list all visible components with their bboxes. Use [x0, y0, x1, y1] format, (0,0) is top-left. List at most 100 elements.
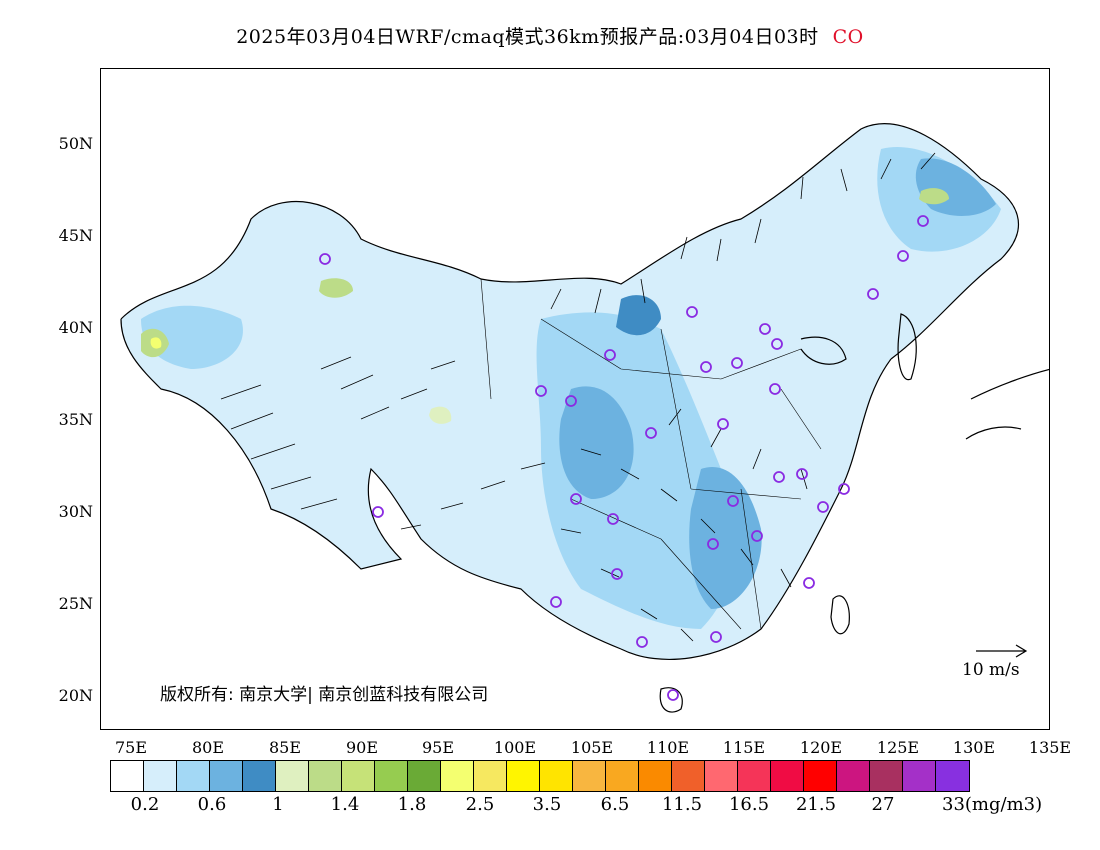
china-border — [120, 123, 1019, 360]
city-marker — [817, 501, 829, 513]
map-title: 2025年03月04日WRF/cmaq模式36km预报产品:03月04日03时 C… — [0, 22, 1100, 49]
province-lines — [480, 278, 822, 630]
city-marker — [769, 383, 781, 395]
city-marker — [604, 349, 616, 361]
map-frame — [100, 68, 1050, 730]
field-green-4 — [919, 188, 949, 205]
city-marker — [796, 468, 808, 480]
legend-swatch — [738, 761, 771, 791]
city-marker — [607, 513, 619, 525]
legend-swatch — [771, 761, 804, 791]
lat-label: 40N — [58, 318, 93, 337]
legend-label: 1.8 — [397, 794, 427, 815]
copyright-credit: 版权所有: 南京大学| 南京创蓝科技有限公司 — [160, 685, 489, 705]
title-text: 2025年03月04日WRF/cmaq模式36km预报产品:03月04日03时 — [236, 26, 819, 48]
field-yellow-1 — [150, 337, 162, 349]
legend-label: 2.5 — [465, 794, 495, 815]
legend-swatch — [573, 761, 606, 791]
city-marker — [686, 306, 698, 318]
field-dark-north — [616, 295, 661, 336]
legend-label: 1 — [272, 794, 284, 815]
lon-label: 115E — [722, 738, 766, 757]
city-marker — [372, 506, 384, 518]
legend-swatch — [177, 761, 210, 791]
city-marker — [897, 250, 909, 262]
legend-label: 1.4 — [330, 794, 360, 815]
legend-label: 21.5 — [795, 794, 837, 815]
city-marker — [731, 357, 743, 369]
city-marker — [700, 361, 712, 373]
legend-label: 6.5 — [600, 794, 630, 815]
legend-label: 11.5 — [661, 794, 703, 815]
legend-swatch — [804, 761, 837, 791]
legend-swatch — [903, 761, 936, 791]
legend-swatch — [540, 761, 573, 791]
legend-swatch — [243, 761, 276, 791]
lon-label: 75E — [114, 738, 148, 757]
lon-label: 105E — [570, 738, 614, 757]
lon-label: 110E — [646, 738, 690, 757]
field-mid-west — [141, 305, 243, 369]
city-marker — [636, 636, 648, 648]
bohai-coast — [800, 336, 847, 365]
lat-label: 25N — [58, 594, 93, 613]
east-coast — [620, 358, 892, 660]
legend-swatch — [639, 761, 672, 791]
legend-swatch — [474, 761, 507, 791]
city-marker — [727, 495, 739, 507]
city-marker — [717, 418, 729, 430]
legend-label: 33(mg/m3) — [942, 794, 1043, 815]
city-marker — [803, 577, 815, 589]
legend-swatch — [342, 761, 375, 791]
lat-label: 35N — [58, 410, 93, 429]
legend-swatch — [441, 761, 474, 791]
japan — [965, 368, 1049, 440]
lon-label: 135E — [1028, 738, 1072, 757]
field-green-2 — [319, 278, 353, 298]
city-marker — [867, 288, 879, 300]
lat-label: 45N — [58, 226, 93, 245]
color-legend — [110, 760, 970, 792]
lon-label: 90E — [345, 738, 379, 757]
wind-reference-label: 10 m/s — [962, 660, 1020, 680]
legend-swatch — [837, 761, 870, 791]
city-marker — [667, 689, 679, 701]
city-marker — [645, 427, 657, 439]
city-marker — [535, 385, 547, 397]
city-marker — [917, 215, 929, 227]
field-dark-south — [689, 467, 762, 609]
legend-swatch — [309, 761, 342, 791]
city-marker — [319, 253, 331, 265]
legend-swatch — [408, 761, 441, 791]
legend-swatch — [276, 761, 309, 791]
city-marker — [611, 568, 623, 580]
city-marker — [759, 323, 771, 335]
city-marker — [710, 631, 722, 643]
field-green-3 — [429, 406, 452, 424]
legend-label: 16.5 — [728, 794, 770, 815]
concentration-field — [121, 123, 1019, 660]
legend-swatch — [210, 761, 243, 791]
legend-swatch — [705, 761, 738, 791]
city-marker — [838, 483, 850, 495]
legend-label: 27 — [871, 794, 895, 815]
lon-label: 85E — [268, 738, 302, 757]
taiwan — [830, 595, 850, 635]
lon-label: 120E — [799, 738, 843, 757]
legend-swatch — [936, 761, 969, 791]
legend-label: 0.6 — [197, 794, 227, 815]
korea — [897, 313, 917, 381]
lon-label: 100E — [493, 738, 537, 757]
legend-swatch — [375, 761, 408, 791]
lon-label: 125E — [876, 738, 920, 757]
legend-label: 0.2 — [130, 794, 160, 815]
city-marker — [771, 338, 783, 350]
city-marker — [565, 395, 577, 407]
wind-reference-arrow — [976, 644, 1028, 658]
legend-swatch — [870, 761, 903, 791]
lon-label: 80E — [191, 738, 225, 757]
legend-swatch — [672, 761, 705, 791]
lat-label: 50N — [58, 134, 93, 153]
field-dark-central — [559, 386, 634, 499]
legend-swatch — [606, 761, 639, 791]
